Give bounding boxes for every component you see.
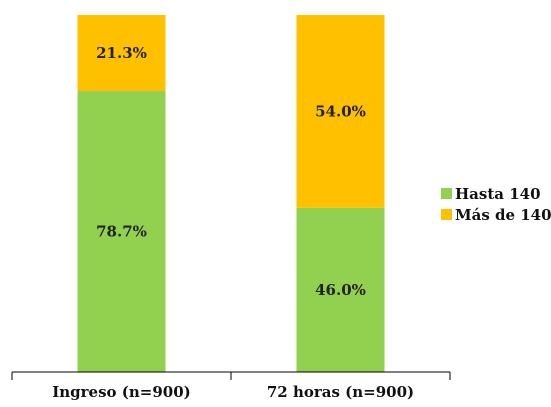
segment-labels-group: 78.7% 21.3% 46.0% 54.0% <box>96 44 366 299</box>
category-labels-group: Ingreso (n=900) 72 horas (n=900) <box>52 383 414 401</box>
bar-segment-hasta-140-0 <box>77 91 166 372</box>
x-axis-ticks <box>11 372 451 380</box>
data-label: 78.7% <box>96 223 147 241</box>
data-label: 46.0% <box>315 281 366 299</box>
bar-segment-mas-de-140-1 <box>296 15 385 208</box>
legend-label: Más de 140 <box>455 206 551 224</box>
bars-group <box>77 15 385 372</box>
data-label: 21.3% <box>96 44 147 62</box>
legend-label: Hasta 140 <box>455 185 541 203</box>
legend-swatch <box>441 188 452 199</box>
legend: Hasta 140 Más de 140 <box>441 185 551 224</box>
legend-swatch <box>441 209 452 220</box>
data-label: 54.0% <box>315 102 366 120</box>
bar-segment-hasta-140-1 <box>296 207 385 372</box>
category-label: 72 horas (n=900) <box>267 383 414 401</box>
bar-segment-mas-de-140-0 <box>77 15 166 92</box>
category-label: Ingreso (n=900) <box>52 383 191 401</box>
